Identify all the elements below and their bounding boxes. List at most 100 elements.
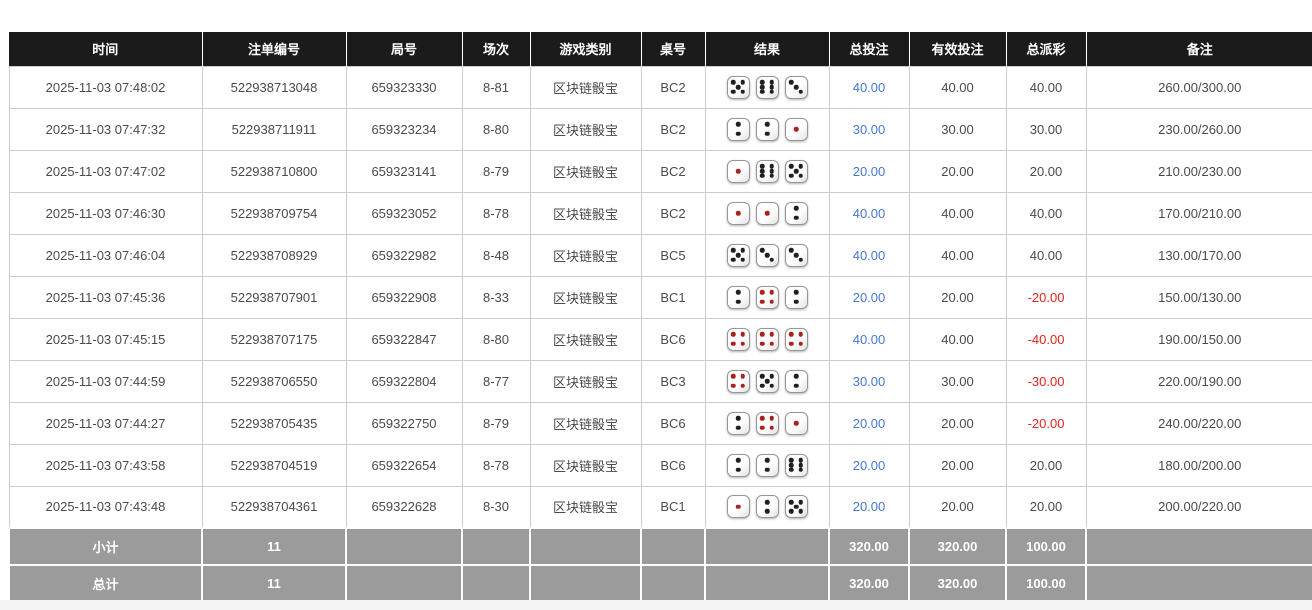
cell-total-bet: 20.00: [828, 149, 910, 193]
header-result: 结果: [704, 32, 829, 66]
die-4-icon: [755, 285, 779, 309]
cell-valid-bet: 40.00: [908, 65, 1007, 109]
cell-session: 8-79: [461, 149, 531, 193]
die-1-icon: [726, 201, 750, 225]
header-bet-id: 注单编号: [201, 32, 346, 66]
header-valid-bet: 有效投注: [908, 32, 1006, 66]
cell-valid-bet: 40.00: [908, 317, 1007, 361]
cell-round-number: 659322982: [345, 233, 463, 277]
cell-table-number: BC2: [640, 107, 706, 151]
cell-bet-id: 522938704361: [201, 485, 347, 529]
die-3-icon: [784, 243, 808, 267]
table-row: 2025-11-03 07:46:30 522938709754 659323052…: [8, 191, 1312, 235]
cell-valid-bet: 40.00: [908, 191, 1007, 235]
die-5-icon: [726, 243, 750, 267]
total-bet-link[interactable]: 30.00: [852, 373, 886, 389]
cell-valid-bet: 20.00: [908, 443, 1007, 487]
cell-table-number: BC6: [640, 401, 706, 445]
result-dice-group: [726, 411, 808, 435]
grand-total-total-bet: 320.00: [828, 564, 910, 603]
total-bet-link[interactable]: 30.00: [852, 121, 886, 137]
die-2-icon: [784, 369, 808, 393]
cell-game-category: 区块链骰宝: [529, 401, 642, 445]
grand-total-valid-bet: 320.00: [908, 564, 1007, 603]
die-2-icon: [755, 495, 779, 519]
cell-valid-bet: 20.00: [908, 275, 1007, 319]
cell-game-category: 区块链骰宝: [529, 65, 642, 109]
cell-bet-id: 522938706550: [201, 359, 347, 403]
cell-table-number: BC5: [640, 233, 706, 277]
total-bet-link[interactable]: 40.00: [852, 79, 886, 95]
cell-game-category: 区块链骰宝: [529, 359, 642, 403]
cell-bet-id: 522938707901: [201, 275, 347, 319]
cell-total-payout: 20.00: [1005, 149, 1087, 193]
cell-bet-id: 522938711911: [201, 107, 347, 151]
total-bet-link[interactable]: 40.00: [852, 205, 886, 221]
cell-round-number: 659322804: [345, 359, 463, 403]
grand-total-row: 总计 11 320.00 320.00 100.00: [8, 564, 1312, 603]
cell-total-payout: -30.00: [1005, 359, 1087, 403]
die-2-icon: [755, 117, 779, 141]
die-5-icon: [784, 495, 808, 519]
cell-table-number: BC2: [640, 191, 706, 235]
cell-round-number: 659323330: [345, 65, 463, 109]
die-1-icon: [726, 495, 750, 519]
header-remark: 备注: [1085, 32, 1312, 66]
cell-total-bet: 30.00: [828, 359, 910, 403]
total-bet-link[interactable]: 20.00: [852, 163, 886, 179]
total-bet-link[interactable]: 20.00: [852, 499, 886, 515]
total-bet-link[interactable]: 40.00: [852, 247, 886, 263]
cell-remark: 210.00/230.00: [1085, 149, 1312, 193]
cell-result: [704, 485, 830, 529]
cell-bet-id: 522938713048: [201, 65, 347, 109]
subtotal-total-bet: 320.00: [828, 527, 910, 566]
die-6-icon: [755, 159, 779, 183]
total-bet-link[interactable]: 20.00: [852, 289, 886, 305]
cell-time: 2025-11-03 07:46:30: [8, 191, 203, 235]
cell-result: [704, 149, 830, 193]
cell-valid-bet: 30.00: [908, 107, 1007, 151]
cell-round-number: 659323052: [345, 191, 463, 235]
cell-round-number: 659322908: [345, 275, 463, 319]
cell-game-category: 区块链骰宝: [529, 107, 642, 151]
subtotal-result-empty: [704, 527, 830, 566]
cell-session: 8-78: [461, 191, 531, 235]
cell-game-category: 区块链骰宝: [529, 149, 642, 193]
subtotal-game-empty: [529, 527, 642, 566]
cell-table-number: BC6: [640, 317, 706, 361]
cell-total-bet: 40.00: [828, 65, 910, 109]
cell-total-bet: 40.00: [828, 317, 910, 361]
table-row: 2025-11-03 07:43:58 522938704519 659322654…: [8, 443, 1312, 487]
die-4-icon: [726, 369, 750, 393]
cell-bet-id: 522938710800: [201, 149, 347, 193]
cell-time: 2025-11-03 07:46:04: [8, 233, 203, 277]
table-row: 2025-11-03 07:43:48 522938704361 659322628…: [8, 485, 1312, 529]
cell-remark: 260.00/300.00: [1085, 65, 1312, 109]
total-bet-link[interactable]: 20.00: [852, 415, 886, 431]
cell-total-bet: 30.00: [828, 107, 910, 151]
die-5-icon: [726, 75, 750, 99]
cell-total-bet: 20.00: [828, 275, 910, 319]
grand-total-result-empty: [704, 564, 830, 603]
table-row: 2025-11-03 07:45:36 522938707901 659322908…: [8, 275, 1312, 319]
cell-remark: 170.00/210.00: [1085, 191, 1312, 235]
cell-total-payout: -20.00: [1005, 401, 1087, 445]
cell-time: 2025-11-03 07:44:59: [8, 359, 203, 403]
cell-session: 8-33: [461, 275, 531, 319]
subtotal-payout: 100.00: [1005, 527, 1087, 566]
result-dice-group: [726, 159, 808, 183]
total-bet-link[interactable]: 40.00: [852, 331, 886, 347]
cell-table-number: BC2: [640, 149, 706, 193]
die-4-icon: [755, 327, 779, 351]
cell-remark: 200.00/220.00: [1085, 485, 1312, 529]
total-bet-link[interactable]: 20.00: [852, 457, 886, 473]
cell-session: 8-79: [461, 401, 531, 445]
cell-time: 2025-11-03 07:48:02: [8, 65, 203, 109]
cell-total-bet: 40.00: [828, 233, 910, 277]
cell-game-category: 区块链骰宝: [529, 443, 642, 487]
cell-round-number: 659322654: [345, 443, 463, 487]
grand-total-round-empty: [345, 564, 463, 603]
cell-time: 2025-11-03 07:47:02: [8, 149, 203, 193]
result-dice-group: [726, 453, 808, 477]
die-4-icon: [784, 327, 808, 351]
